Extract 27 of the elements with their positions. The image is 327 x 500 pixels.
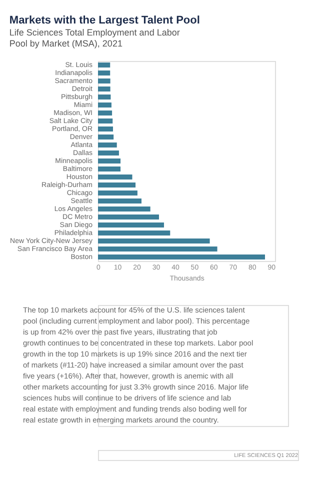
bar xyxy=(98,214,159,220)
bar xyxy=(98,230,170,236)
bar xyxy=(98,110,112,116)
bar xyxy=(98,198,142,204)
bar xyxy=(98,182,136,188)
bar xyxy=(98,78,110,84)
bar xyxy=(98,150,119,156)
bar xyxy=(98,142,117,148)
bar xyxy=(98,222,164,228)
chart-subtitle: Life Sciences Total Employment and Labor Pool by Market (MSA), 2021 xyxy=(9,28,180,48)
bar xyxy=(98,174,132,180)
bar xyxy=(98,238,210,244)
bar xyxy=(98,118,113,124)
bar xyxy=(98,158,121,164)
bar xyxy=(98,246,218,252)
bar xyxy=(98,134,114,140)
bar xyxy=(98,94,111,100)
bar xyxy=(98,126,114,132)
bar xyxy=(98,86,110,92)
bar xyxy=(98,206,150,212)
chart-title: Markets with the Largest Talent Pool xyxy=(9,14,200,26)
bar xyxy=(98,190,138,196)
bar xyxy=(98,102,112,108)
bar xyxy=(98,254,265,260)
bar xyxy=(98,166,121,172)
bar xyxy=(98,70,110,76)
bar xyxy=(98,62,110,68)
